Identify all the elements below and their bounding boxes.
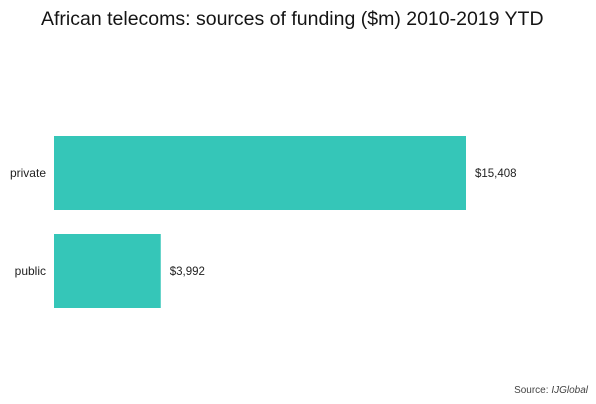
- value-label-private: $15,408: [475, 168, 517, 180]
- value-label-public: $3,992: [170, 266, 205, 278]
- source-note: Source: IJGlobal: [514, 385, 588, 396]
- category-label-public: public: [15, 264, 46, 278]
- source-prefix: Source:: [514, 385, 552, 396]
- bar-private: [54, 136, 466, 210]
- source-name: IJGlobal: [551, 385, 588, 396]
- chart-title: African telecoms: sources of funding ($m…: [41, 8, 544, 30]
- bar-public: [54, 234, 161, 308]
- category-label-private: private: [10, 166, 46, 180]
